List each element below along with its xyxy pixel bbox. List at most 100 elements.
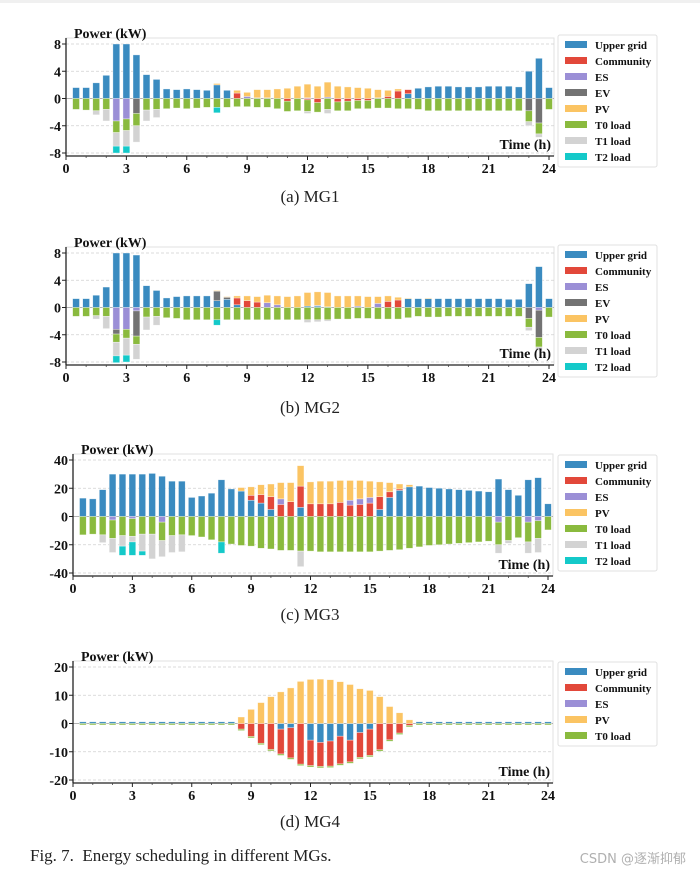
bar-community bbox=[386, 491, 394, 498]
bar-t0-load bbox=[504, 723, 513, 726]
bar-pv bbox=[267, 696, 275, 724]
bar-t0-load bbox=[425, 516, 433, 546]
bar-t0-load bbox=[444, 98, 453, 112]
bar-ev bbox=[112, 328, 121, 335]
legend-swatch bbox=[565, 89, 587, 96]
bar-pv bbox=[364, 296, 372, 308]
bar-t1-load bbox=[102, 109, 110, 122]
bar-pv bbox=[405, 484, 414, 488]
bar-upper-grid bbox=[404, 298, 412, 308]
bar-t0-load bbox=[118, 516, 127, 536]
bar-t0-load bbox=[108, 519, 117, 539]
bar-t1-load bbox=[178, 534, 186, 553]
legend-box bbox=[557, 661, 658, 747]
bar-t0-load bbox=[122, 328, 131, 339]
bar-community bbox=[313, 98, 322, 103]
bar-pv bbox=[306, 481, 315, 505]
bar-t0-load bbox=[277, 753, 285, 756]
bar-pv bbox=[316, 678, 325, 724]
bar-upper-grid bbox=[424, 298, 432, 308]
bar-t0-load bbox=[326, 765, 334, 768]
bar-upper-grid bbox=[213, 84, 221, 99]
bar-upper-grid bbox=[514, 495, 522, 517]
bar-upper-grid bbox=[213, 300, 221, 308]
bar-t0-load bbox=[267, 749, 275, 752]
x-tick-label: 12 bbox=[304, 789, 318, 804]
bar-upper-grid bbox=[72, 298, 80, 308]
y-tick-label: -20 bbox=[49, 774, 68, 789]
bar-pv bbox=[366, 690, 374, 724]
legend-swatch bbox=[565, 732, 587, 739]
bar-t0-load bbox=[346, 516, 354, 553]
x-tick-label: 18 bbox=[421, 162, 435, 177]
bar-t0-load bbox=[336, 516, 344, 553]
legend-swatch bbox=[565, 315, 587, 322]
bar-community bbox=[366, 502, 374, 517]
bar-upper-grid bbox=[82, 298, 90, 308]
bar-t0-load bbox=[233, 307, 241, 321]
bar-upper-grid bbox=[464, 86, 473, 99]
legend-swatch bbox=[565, 267, 587, 274]
bar-t0-load bbox=[354, 307, 362, 319]
y-tick-label: 20 bbox=[54, 661, 68, 676]
bar-upper-grid bbox=[544, 503, 552, 517]
bar-pv bbox=[394, 296, 402, 301]
bar-pv bbox=[374, 89, 382, 99]
y-tick-label: -10 bbox=[49, 746, 68, 761]
legend-label: ES bbox=[595, 72, 608, 84]
bar-upper-grid bbox=[425, 487, 433, 517]
bar-upper-grid bbox=[132, 254, 141, 308]
bar-ev bbox=[132, 310, 141, 337]
bar-t0-load bbox=[405, 516, 414, 549]
bar-pv bbox=[354, 87, 362, 99]
caption-mg3: (c) MG3 bbox=[280, 605, 340, 624]
bar-t0-load bbox=[99, 723, 107, 726]
bar-t0-load bbox=[384, 307, 392, 320]
bar-t0-load bbox=[102, 98, 110, 110]
bar-t0-load bbox=[424, 98, 432, 112]
bar-t0-load bbox=[323, 98, 332, 110]
bar-t0-load bbox=[203, 307, 211, 321]
bar-t0-load bbox=[356, 757, 364, 760]
bar-t0-load bbox=[505, 307, 513, 317]
bar-ev bbox=[213, 290, 221, 301]
y-axis-label: Power (kW) bbox=[81, 443, 154, 458]
legend-label: PV bbox=[595, 715, 610, 727]
bar-pv bbox=[336, 681, 344, 724]
bar-t0-load bbox=[132, 113, 141, 127]
bar-upper-grid bbox=[148, 473, 156, 517]
bar-upper-grid bbox=[484, 298, 493, 308]
x-tick-label: 3 bbox=[129, 582, 136, 597]
bar-community bbox=[316, 742, 325, 767]
x-tick-label: 0 bbox=[63, 371, 70, 386]
legend-label: PV bbox=[595, 508, 610, 520]
bar-upper-grid bbox=[102, 286, 110, 308]
y-tick-label: 4 bbox=[54, 274, 61, 289]
bar-t0-load bbox=[92, 98, 100, 112]
bar-pv bbox=[237, 716, 245, 724]
x-tick-label: 9 bbox=[244, 371, 251, 386]
bar-t0-load bbox=[366, 755, 374, 758]
bar-t0-load bbox=[243, 98, 251, 107]
bar-upper-grid bbox=[237, 490, 245, 517]
bar-upper-grid bbox=[386, 497, 394, 517]
x-tick-label: 0 bbox=[63, 162, 70, 177]
bar-pv bbox=[277, 482, 285, 500]
legend-label: Community bbox=[595, 56, 652, 68]
bar-t2-load bbox=[213, 107, 221, 114]
bar-t0-load bbox=[514, 516, 522, 538]
bar-es bbox=[112, 98, 121, 122]
bar-t0-load bbox=[138, 723, 146, 726]
caption-mg4: (d) MG4 bbox=[280, 812, 340, 831]
bar-t0-load bbox=[112, 333, 121, 343]
bar-upper-grid bbox=[287, 723, 295, 729]
bar-t0-load bbox=[544, 516, 552, 531]
bar-t2-load bbox=[112, 145, 121, 154]
bar-pv bbox=[243, 295, 251, 301]
bar-t0-load bbox=[193, 307, 201, 321]
bar-t0-load bbox=[494, 521, 503, 546]
legend-label: Upper grid bbox=[595, 250, 647, 262]
bar-t0-load bbox=[152, 307, 161, 317]
bar-community bbox=[354, 98, 362, 101]
bar-pv bbox=[313, 85, 322, 99]
